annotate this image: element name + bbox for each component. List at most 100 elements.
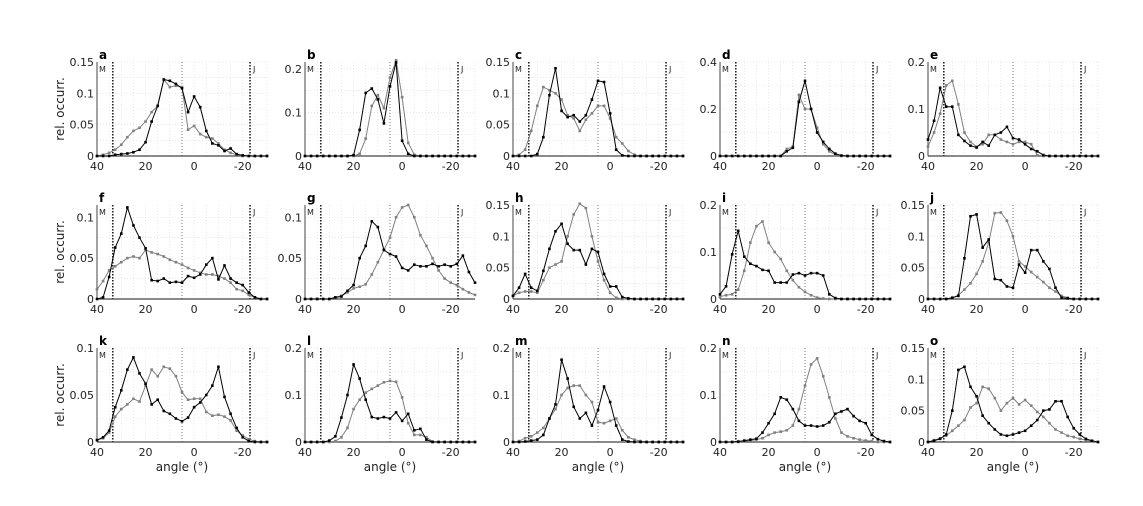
x-tick-label: 40 — [713, 446, 727, 459]
data-point-black — [382, 248, 386, 252]
data-point-black — [461, 440, 465, 444]
reference-label-J: J — [875, 208, 878, 217]
data-point-black — [455, 154, 459, 158]
data-point-black — [663, 440, 667, 444]
data-point-black — [241, 436, 245, 439]
data-point-black — [198, 273, 202, 276]
data-point-black — [303, 440, 307, 444]
series-line-black — [305, 362, 475, 443]
data-point-black — [815, 425, 819, 428]
data-point-black — [888, 297, 892, 301]
data-point-gray — [1029, 404, 1033, 407]
reference-label-J: J — [875, 351, 878, 360]
reference-label-J: J — [668, 208, 671, 217]
data-point-black — [651, 297, 654, 301]
panel-c: M J 0 0.05 0.1 0.15 40 20 0 -20 c — [486, 48, 685, 173]
data-point-black — [309, 297, 313, 301]
data-point-black — [150, 278, 153, 282]
data-point-black — [975, 213, 978, 216]
data-point-black — [821, 140, 825, 144]
data-point-black — [987, 238, 991, 241]
data-point-gray — [1005, 140, 1009, 144]
data-point-gray — [144, 384, 147, 387]
y-tick-label: 0 — [295, 150, 302, 163]
data-point-gray — [223, 415, 226, 418]
x-tick-label: 0 — [191, 160, 198, 173]
data-point-black — [431, 154, 434, 158]
data-point-gray — [394, 58, 398, 62]
data-point-gray — [560, 393, 563, 397]
x-tick-label: -20 — [1065, 160, 1083, 173]
data-point-gray — [815, 357, 819, 360]
x-tick-label: 0 — [1022, 303, 1029, 316]
data-point-black — [608, 285, 612, 288]
data-point-gray — [156, 252, 160, 256]
data-point-black — [529, 439, 533, 442]
data-point-black — [340, 154, 343, 158]
data-point-gray — [388, 76, 392, 79]
data-point-black — [639, 154, 642, 158]
data-point-gray — [852, 436, 855, 440]
data-point-black — [1042, 153, 1045, 157]
panel-k: M J 0 0.05 0.1 40 20 0 -20 k rel. occurr. angle (°) — [53, 334, 269, 474]
data-point-black — [346, 154, 349, 158]
data-point-black — [419, 265, 422, 268]
data-point-black — [834, 412, 837, 416]
y-tick-label: 0.05 — [70, 389, 95, 402]
data-point-gray — [204, 273, 208, 276]
reference-label-J: J — [460, 65, 463, 74]
data-point-black — [876, 437, 880, 441]
data-point-black — [95, 297, 99, 301]
data-point-gray — [113, 148, 117, 152]
data-point-black — [461, 154, 465, 158]
data-point-black — [627, 154, 630, 158]
data-point-black — [846, 297, 849, 301]
reference-label-J: J — [1083, 65, 1086, 74]
data-point-black — [742, 154, 746, 158]
y-tick-label: 0 — [710, 150, 717, 163]
data-point-gray — [950, 79, 954, 83]
data-point-black — [876, 154, 880, 158]
data-point-black — [126, 206, 129, 209]
y-tick-label: 0.1 — [77, 87, 95, 100]
data-point-black — [645, 440, 648, 444]
data-point-black — [1096, 297, 1100, 301]
x-tick-label: -20 — [234, 160, 252, 173]
data-point-gray — [1029, 270, 1033, 274]
data-point-black — [132, 224, 135, 227]
data-point-black — [779, 154, 783, 158]
data-point-black — [431, 440, 434, 444]
data-point-black — [162, 78, 166, 81]
x-tick-label: 0 — [399, 160, 406, 173]
x-tick-label: 40 — [506, 446, 520, 459]
data-point-gray — [620, 142, 624, 145]
data-point-black — [211, 142, 214, 145]
data-point-black — [235, 152, 238, 156]
data-point-gray — [229, 419, 232, 422]
data-point-gray — [1042, 415, 1045, 419]
data-point-gray — [241, 289, 245, 293]
data-point-black — [412, 154, 416, 158]
data-point-black — [1054, 154, 1057, 158]
data-point-black — [327, 297, 331, 301]
data-point-gray — [101, 279, 105, 283]
data-point-black — [144, 382, 147, 386]
data-point-black — [259, 154, 263, 158]
data-point-black — [749, 154, 752, 158]
data-point-gray — [1029, 142, 1033, 146]
data-point-gray — [963, 131, 966, 134]
x-axis-label: angle (°) — [779, 460, 831, 474]
data-point-black — [1011, 286, 1015, 290]
data-point-black — [511, 294, 515, 298]
data-point-gray — [809, 363, 813, 366]
data-point-gray — [186, 266, 190, 270]
data-point-gray — [523, 290, 527, 293]
data-point-black — [657, 440, 661, 444]
data-point-gray — [168, 258, 172, 262]
data-point-gray — [803, 290, 807, 294]
data-point-black — [443, 440, 446, 444]
data-point-black — [467, 154, 471, 158]
data-point-gray — [554, 92, 557, 95]
x-tick-label: 20 — [762, 446, 776, 459]
